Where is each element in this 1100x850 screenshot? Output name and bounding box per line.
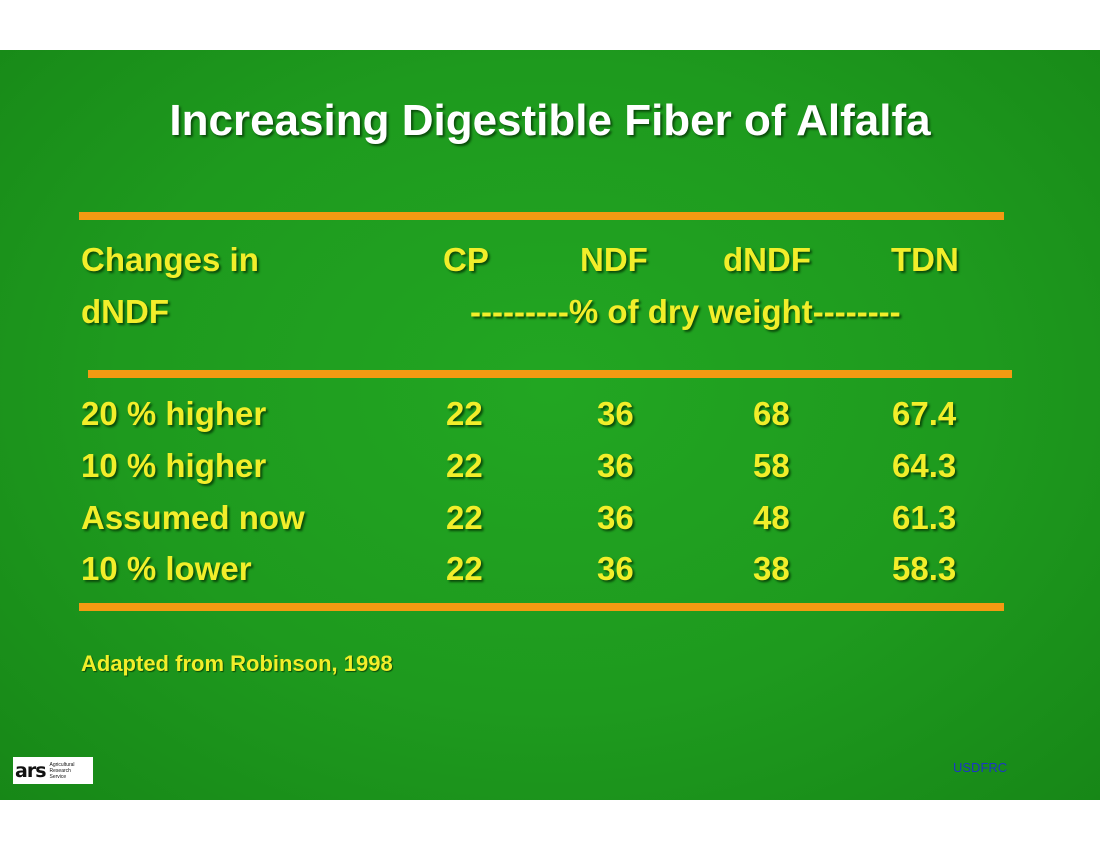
header-cp: CP <box>443 241 489 278</box>
header-dndf: dNDF <box>723 241 811 278</box>
dndf-value: 38 <box>753 550 790 587</box>
cp-value: 22 <box>446 447 483 484</box>
middle-rule <box>88 370 1012 378</box>
cp-value: 22 <box>446 550 483 587</box>
footer-org-label: USDFRC <box>953 760 1008 775</box>
tdn-value: 64.3 <box>892 447 957 484</box>
ndf-value: 36 <box>597 550 634 587</box>
row-label: 20 % higher <box>81 395 267 432</box>
ars-logo-text: Agricultural Research Service <box>50 762 75 780</box>
tdn-value: 67.4 <box>892 395 957 432</box>
header-ndf: NDF <box>580 241 648 278</box>
slide: Increasing Digestible Fiber of Alfalfa C… <box>0 50 1100 800</box>
source-citation: Adapted from Robinson, 1998 <box>81 651 393 676</box>
cp-value: 22 <box>446 395 483 432</box>
row-label: 10 % lower <box>81 550 252 587</box>
dndf-value: 68 <box>753 395 790 432</box>
ndf-value: 36 <box>597 395 634 432</box>
dndf-value: 58 <box>753 447 790 484</box>
header-tdn: TDN <box>891 241 959 278</box>
tdn-value: 61.3 <box>892 499 957 536</box>
units-label: ---------% of dry weight-------- <box>470 293 901 330</box>
ndf-value: 36 <box>597 499 634 536</box>
top-rule <box>79 212 1004 220</box>
logo-text-line: Service <box>49 773 67 780</box>
row-label: 10 % higher <box>81 447 267 484</box>
bottom-rule <box>79 603 1004 611</box>
row-label: Assumed now <box>81 499 305 536</box>
slide-title: Increasing Digestible Fiber of Alfalfa <box>169 96 931 145</box>
logo-text-line: Agricultural <box>49 761 75 768</box>
header-dndf-label: dNDF <box>81 293 169 330</box>
ars-logo-mark: ars <box>15 759 47 782</box>
logo-text-line: Research <box>49 767 71 774</box>
tdn-value: 58.3 <box>892 550 957 587</box>
dndf-value: 48 <box>753 499 790 536</box>
header-changes-in: Changes in <box>81 241 259 278</box>
ars-logo: ars Agricultural Research Service <box>13 757 93 784</box>
cp-value: 22 <box>446 499 483 536</box>
ndf-value: 36 <box>597 447 634 484</box>
